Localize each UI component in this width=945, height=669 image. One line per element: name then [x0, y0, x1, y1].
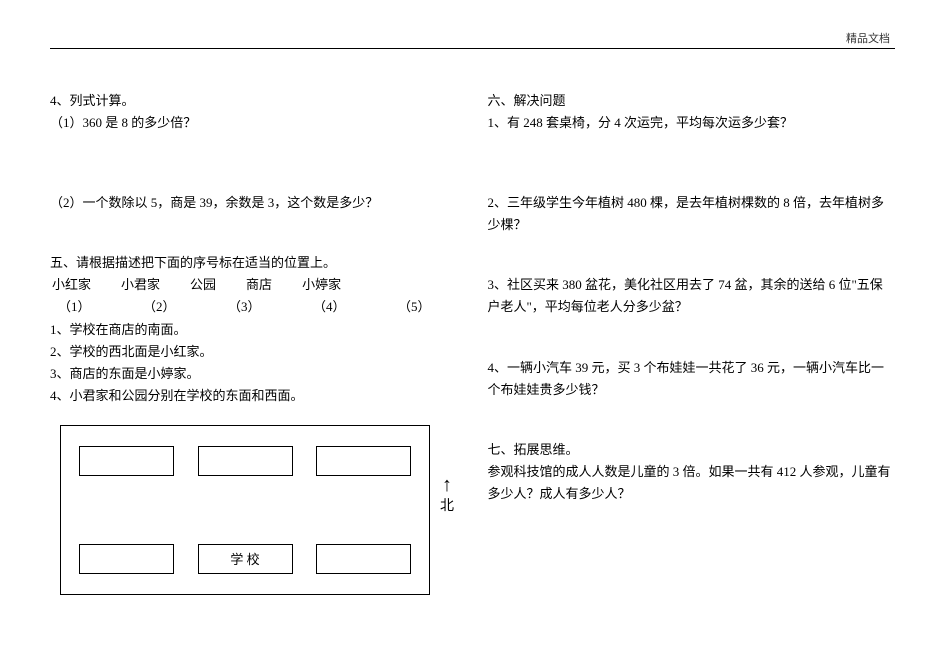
q5-title: 五、请根据描述把下面的序号标在适当的位置上。 [50, 252, 458, 274]
q7-p1: 参观科技馆的成人人数是儿童的 3 倍。如果一共有 412 人参观，儿童有多少人？… [488, 461, 896, 505]
diagram-box-4 [79, 544, 174, 574]
q5-num-3: （3） [228, 296, 283, 318]
q6-p1: 1、有 248 套桌椅，分 4 次运完，平均每次运多少套？ [488, 112, 896, 134]
q6-p2: 2、三年级学生今年植树 480 棵，是去年植树棵数的 8 倍，去年植树多少棵？ [488, 192, 896, 236]
diagram-box-6 [316, 544, 411, 574]
diagram-row-bottom: 学 校 [79, 544, 411, 574]
q7-title: 七、拓展思维。 [488, 439, 896, 461]
q5-label-2: 小君家 [121, 274, 160, 296]
q6-p3-section: 3、社区买来 380 盆花，美化社区用去了 74 盆，其余的送给 6 位"五保户… [488, 274, 896, 318]
q6-p4: 4、一辆小汽车 39 元，买 3 个布娃娃一共花了 36 元，一辆小汽车比一个布… [488, 357, 896, 401]
q5-num-5: （5） [398, 296, 453, 318]
q6-p3: 3、社区买来 380 盆花，美化社区用去了 74 盆，其余的送给 6 位"五保户… [488, 274, 896, 318]
q5-num-1: （1） [58, 296, 113, 318]
q5-num-4: （4） [313, 296, 368, 318]
content-columns: 4、列式计算。 （1）360 是 8 的多少倍？ （2）一个数除以 5，商是 3… [50, 90, 895, 595]
diagram-box-1 [79, 446, 174, 476]
header-divider [50, 48, 895, 49]
q5-label-4: 商店 [246, 274, 272, 296]
q5-label-5: 小婷家 [302, 274, 341, 296]
question-5: 五、请根据描述把下面的序号标在适当的位置上。 小红家 小君家 公园 商店 小婷家… [50, 252, 458, 407]
question-4: 4、列式计算。 （1）360 是 8 的多少倍？ [50, 90, 458, 134]
q6-p4-section: 4、一辆小汽车 39 元，买 3 个布娃娃一共花了 36 元，一辆小汽车比一个布… [488, 357, 896, 401]
question-6: 六、解决问题 1、有 248 套桌椅，分 4 次运完，平均每次运多少套？ [488, 90, 896, 134]
q6-p2-section: 2、三年级学生今年植树 480 棵，是去年植树棵数的 8 倍，去年植树多少棵？ [488, 192, 896, 236]
arrow-up-icon: ↑ [442, 475, 452, 495]
north-indicator: ↑ 北 [440, 475, 454, 515]
q5-line2: 2、学校的西北面是小红家。 [50, 341, 458, 363]
q4-part1: （1）360 是 8 的多少倍？ [50, 112, 458, 134]
north-label: 北 [440, 495, 454, 515]
q5-line1: 1、学校在商店的南面。 [50, 319, 458, 341]
diagram-box-school: 学 校 [198, 544, 293, 574]
q5-num-row: （1） （2） （3） （4） （5） [58, 296, 458, 318]
q5-label-row: 小红家 小君家 公园 商店 小婷家 [52, 274, 458, 296]
q4-part2-section: （2）一个数除以 5，商是 39，余数是 3，这个数是多少？ [50, 192, 458, 214]
q5-label-1: 小红家 [52, 274, 91, 296]
q6-title: 六、解决问题 [488, 90, 896, 112]
diagram-box-3 [316, 446, 411, 476]
right-column: 六、解决问题 1、有 248 套桌椅，分 4 次运完，平均每次运多少套？ 2、三… [488, 90, 896, 595]
left-column: 4、列式计算。 （1）360 是 8 的多少倍？ （2）一个数除以 5，商是 3… [50, 90, 458, 595]
q5-line3: 3、商店的东面是小婷家。 [50, 363, 458, 385]
diagram-area: 学 校 ↑ 北 [60, 425, 458, 595]
diagram-box-2 [198, 446, 293, 476]
q5-line4: 4、小君家和公园分别在学校的东面和西面。 [50, 385, 458, 407]
q4-part2: （2）一个数除以 5，商是 39，余数是 3，这个数是多少？ [50, 192, 458, 214]
q4-title: 4、列式计算。 [50, 90, 458, 112]
q5-num-2: （2） [143, 296, 198, 318]
diagram-outer-box: 学 校 [60, 425, 430, 595]
diagram-row-top [79, 446, 411, 476]
header-label: 精品文档 [846, 30, 890, 46]
q5-label-3: 公园 [190, 274, 216, 296]
question-7: 七、拓展思维。 参观科技馆的成人人数是儿童的 3 倍。如果一共有 412 人参观… [488, 439, 896, 505]
